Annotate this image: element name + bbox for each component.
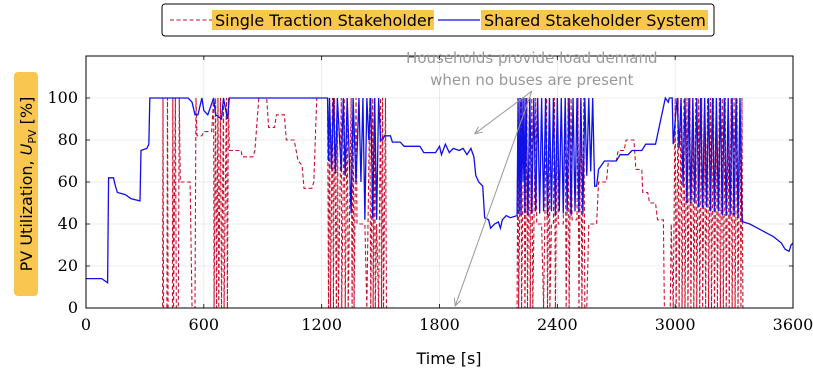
y-axis-label-text: PV Utilization, UPV [%]: [17, 97, 39, 272]
x-tick-label: 600: [189, 315, 220, 334]
x-tick-label: 2400: [537, 315, 578, 334]
y-tick-label: 20: [58, 256, 78, 275]
y-axis-label-highlight: [14, 72, 38, 296]
tick-labels: 0 600 1200 1800 2400 3000 3600 0 20 40 60 80 100: [47, 88, 813, 334]
legend-label-single: Single Traction Stakeholder: [215, 11, 434, 30]
x-tick-label: 1200: [301, 315, 342, 334]
annotation-arrow: [474, 90, 533, 135]
y-axis-label-symbol: U: [17, 143, 36, 155]
y-tick-label: 80: [58, 130, 78, 149]
plot-area: 0 600 1200 1800 2400 3000 3600 0 20 40 60 80 100: [47, 55, 813, 334]
legend-highlight-single: [212, 10, 434, 30]
x-tick-label: 3600: [773, 315, 813, 334]
annotation-arrowhead: [473, 126, 483, 135]
annotation-arrow: [454, 91, 533, 307]
legend: Single Traction Stakeholder Shared Stake…: [161, 3, 715, 37]
annotation: Households provide load demand when no b…: [406, 49, 658, 307]
x-tick-label: 1800: [419, 315, 460, 334]
y-tick-label: 100: [47, 88, 78, 107]
legend-label-shared: Shared Stakeholder System: [484, 11, 706, 30]
y-axis-label: PV Utilization, UPV [%]: [14, 72, 39, 296]
x-tick-label: 0: [81, 315, 91, 334]
tick-marks: [85, 56, 794, 309]
x-tick-label: 3000: [655, 315, 696, 334]
y-axis-label-unit: [%]: [17, 97, 36, 130]
y-axis-label-main: PV Utilization,: [17, 155, 36, 271]
series-single-traction-line: [86, 97, 793, 309]
annotation-line-2: when no buses are present: [430, 71, 634, 89]
annotation-arrowhead: [453, 297, 462, 307]
y-tick-label: 60: [58, 172, 78, 191]
annotation-arrows: [453, 90, 533, 307]
annotation-line-1: Households provide load demand: [406, 49, 657, 67]
legend-highlight-shared: [481, 10, 708, 30]
y-tick-label: 40: [58, 214, 78, 233]
x-axis-label: Time [s]: [415, 349, 481, 368]
series-lines: [86, 96, 794, 309]
y-tick-label: 0: [68, 298, 78, 317]
series-shared-system-line: [86, 96, 794, 285]
y-axis-label-subscript: PV: [26, 129, 39, 144]
